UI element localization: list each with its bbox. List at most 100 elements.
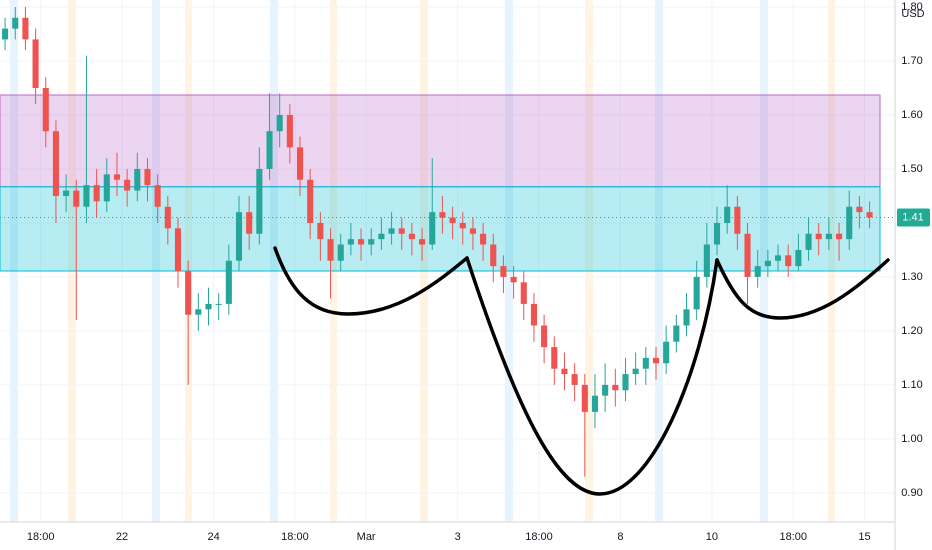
candle-body — [32, 39, 39, 88]
x-tick-label: Mar — [357, 531, 376, 543]
candle-body — [449, 217, 456, 223]
currency-label: USD — [901, 8, 924, 20]
zone — [0, 94, 881, 188]
candle-body — [358, 239, 365, 245]
x-tick-label: 18:00 — [780, 531, 808, 543]
candle-body — [642, 357, 649, 369]
candle-body — [52, 131, 59, 196]
pattern-drawing — [273, 246, 890, 496]
candle-body — [836, 233, 843, 240]
candle-body — [530, 303, 537, 326]
candle-body — [103, 174, 110, 202]
candle-body — [408, 233, 415, 240]
candle-body — [398, 228, 405, 234]
candle-body — [703, 244, 710, 277]
candle-body — [235, 212, 243, 261]
candle-body — [124, 179, 131, 191]
candle-body — [561, 368, 568, 375]
candle-body — [276, 114, 283, 132]
candle-body — [856, 206, 863, 213]
x-tick-label: 18:00 — [281, 531, 309, 543]
candle-body — [673, 325, 680, 342]
candle-body — [174, 228, 182, 272]
x-tick-label: 8 — [617, 531, 623, 543]
candle-body — [805, 233, 812, 250]
candle-body — [134, 168, 141, 191]
candle-body — [510, 276, 517, 283]
candle-body — [754, 266, 761, 277]
candle-body — [368, 239, 375, 245]
candle-body — [744, 233, 751, 277]
candle-body — [602, 384, 609, 396]
candle-body — [419, 239, 426, 245]
candle-body — [612, 384, 619, 391]
candle-body — [93, 185, 100, 202]
candle-body — [429, 212, 436, 245]
candle-body — [663, 341, 670, 364]
candle-body — [571, 374, 578, 385]
y-tick-label: 1.80 — [901, 1, 922, 13]
candle-body — [500, 266, 507, 277]
candle-body — [439, 212, 446, 218]
x-tick-label: 10 — [706, 531, 718, 543]
candle-body — [113, 174, 121, 180]
y-tick-label: 1.60 — [901, 109, 922, 121]
y-tick-label: 1.50 — [901, 163, 922, 175]
candle-body — [490, 244, 497, 267]
candle-body — [795, 249, 802, 267]
candle-body — [713, 222, 721, 245]
candle-body — [185, 271, 192, 315]
candle-body — [652, 357, 660, 364]
x-tick-label: 15 — [858, 531, 870, 543]
last-price-box — [897, 208, 930, 227]
candle-body — [42, 87, 49, 132]
zone — [0, 186, 881, 272]
candle-body — [144, 168, 151, 186]
x-tick-label: 18:00 — [27, 531, 55, 543]
candle-body — [73, 190, 80, 207]
candle-body — [307, 179, 314, 223]
candle-body — [22, 17, 29, 40]
last-price-label: 1.41 — [902, 211, 923, 223]
candle-body — [388, 228, 395, 234]
y-tick-label: 1.70 — [901, 55, 922, 67]
candle-body — [459, 222, 466, 229]
candle-body — [622, 374, 629, 391]
y-tick-label: 1.00 — [901, 433, 922, 445]
candle-body — [154, 185, 161, 207]
candle-body — [378, 233, 385, 240]
candle-body — [480, 233, 487, 245]
candle-body — [286, 114, 293, 148]
y-tick-label: 1.30 — [901, 271, 922, 283]
candle-body — [734, 206, 741, 234]
candle-body — [785, 255, 792, 267]
candle-body — [83, 185, 90, 207]
candle-body — [815, 233, 822, 240]
candle-body — [225, 260, 232, 304]
x-tick-label: 3 — [455, 531, 461, 543]
candle-body — [337, 244, 344, 261]
candle-body — [327, 239, 334, 261]
candle-body — [215, 303, 222, 305]
candle-body — [469, 228, 476, 234]
candle-body — [764, 260, 771, 267]
candle-body — [296, 147, 304, 180]
candle-body — [164, 206, 171, 229]
candle-body — [63, 190, 70, 196]
candle-body — [246, 212, 253, 234]
candle-body — [581, 384, 588, 412]
candle-body — [12, 17, 19, 29]
candle-body — [724, 206, 731, 223]
x-tick-label: 22 — [116, 531, 128, 543]
candle-body — [846, 206, 853, 240]
candle-body — [520, 282, 527, 304]
candle-body — [205, 303, 212, 310]
candle-body — [591, 395, 599, 412]
y-tick-label: 1.20 — [901, 325, 922, 337]
candle-body — [866, 212, 873, 218]
candle-body — [256, 168, 263, 234]
candle-body — [632, 368, 639, 375]
x-tick-label: 18:00 — [525, 531, 553, 543]
candle-body — [774, 255, 782, 261]
candle-body — [541, 325, 548, 348]
